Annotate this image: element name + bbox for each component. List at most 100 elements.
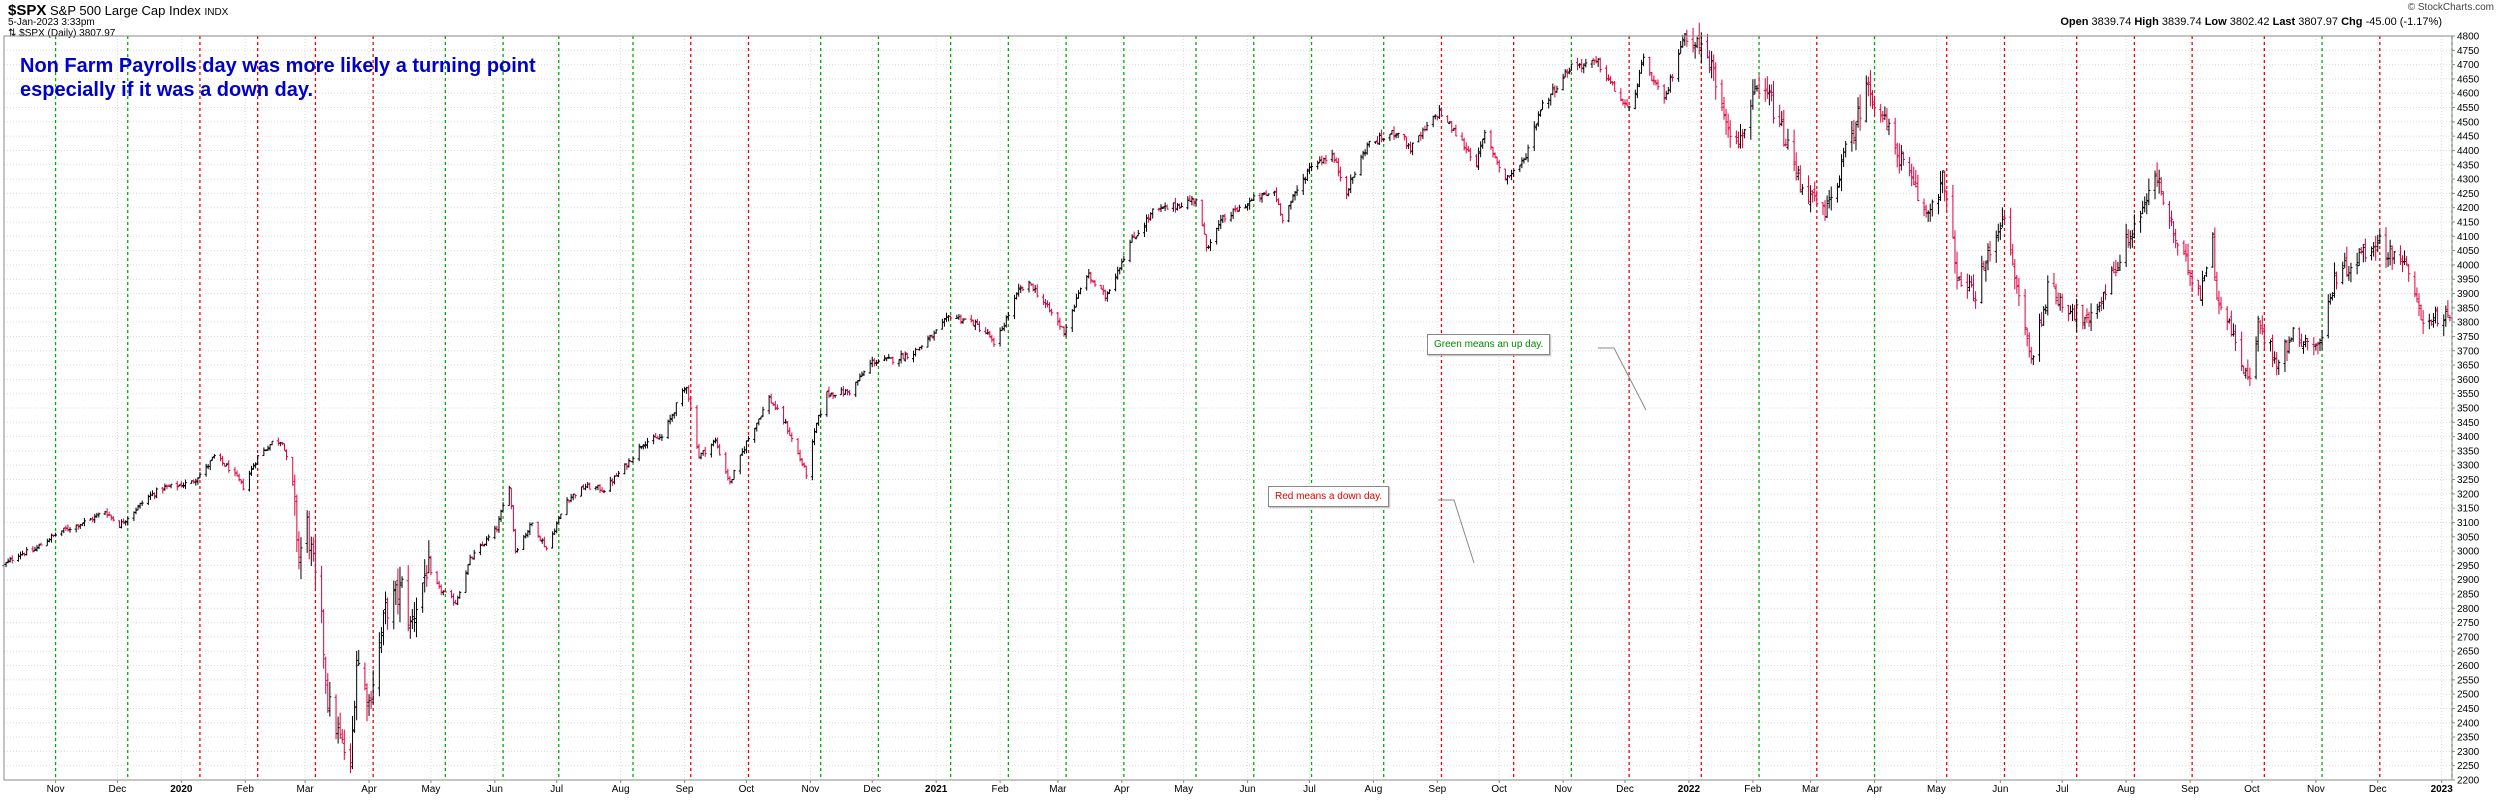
price-bar <box>468 554 472 566</box>
price-bar <box>1912 166 1916 186</box>
price-bar <box>1796 166 1800 181</box>
price-bar <box>1536 111 1540 127</box>
y-tick-label: 4400 <box>2457 146 2480 157</box>
price-bar <box>1338 166 1342 182</box>
x-tick-label: Dec <box>863 784 881 795</box>
y-tick-label: 3150 <box>2457 504 2480 515</box>
price-bar <box>421 582 425 613</box>
price-bar <box>1670 74 1674 82</box>
price-bar <box>1809 185 1813 213</box>
ohlc-readout: Open 3839.74 High 3839.74 Low 3802.42 La… <box>2060 16 2442 28</box>
price-bar <box>1780 111 1784 127</box>
y-tick-label: 2750 <box>2457 618 2480 629</box>
y-tick-label: 2300 <box>2457 747 2480 758</box>
price-bar <box>2448 315 2452 322</box>
price-bar <box>181 482 185 489</box>
price-bar <box>297 531 301 570</box>
price-bar <box>1301 173 1305 196</box>
price-bar <box>555 521 559 534</box>
grid <box>4 35 2452 781</box>
price-bar <box>1031 283 1035 292</box>
price-bar <box>1885 107 1889 131</box>
price-bar <box>1988 241 1992 262</box>
price-bar <box>435 571 439 585</box>
price-bar <box>1710 51 1714 79</box>
price-bar <box>990 334 994 343</box>
price-bar <box>645 437 649 449</box>
price-bar <box>1695 36 1699 49</box>
price-bar <box>2205 266 2209 277</box>
price-bar <box>2027 332 2031 358</box>
price-bar <box>282 443 286 451</box>
price-bar <box>2370 246 2374 261</box>
price-bar <box>2159 176 2163 196</box>
price-bar <box>1070 309 1074 332</box>
price-bars <box>2 22 2452 774</box>
price-bar <box>1087 268 1091 279</box>
price-bar <box>2431 312 2435 328</box>
price-bar <box>237 473 241 482</box>
price-bar <box>738 454 742 475</box>
price-bar <box>183 479 187 490</box>
price-bar <box>1590 59 1594 68</box>
price-bar <box>703 446 707 457</box>
price-bar <box>340 729 344 744</box>
price-bar <box>1324 154 1328 165</box>
price-bar <box>2376 234 2380 253</box>
y-tick-label: 2800 <box>2457 604 2480 615</box>
x-tick-label: Apr <box>361 784 377 795</box>
price-bar <box>342 729 346 760</box>
price-bar <box>905 352 909 360</box>
price-bar <box>683 386 687 393</box>
price-bar <box>1518 165 1522 173</box>
price-bar <box>410 609 414 629</box>
price-bar <box>2390 245 2394 270</box>
price-bar <box>2345 246 2349 277</box>
price-bar <box>456 595 460 606</box>
y-tick-label: 4200 <box>2457 203 2480 214</box>
price-bar <box>1128 239 1132 263</box>
price-bar <box>2256 315 2260 352</box>
price-bar <box>1561 73 1565 91</box>
price-bar <box>724 452 728 475</box>
price-bar <box>971 319 975 327</box>
price-bar <box>45 538 49 547</box>
price-bar <box>1475 154 1479 168</box>
price-bar <box>1984 260 1988 282</box>
price-bar <box>386 597 390 630</box>
price-bar <box>1376 135 1380 145</box>
price-bar <box>848 390 852 396</box>
y-tick-label: 3650 <box>2457 361 2480 372</box>
price-bar <box>21 550 25 556</box>
price-bar <box>1477 147 1481 170</box>
price-bar <box>1235 206 1239 213</box>
price-bar <box>249 465 253 476</box>
y-tick-label: 3200 <box>2457 489 2480 500</box>
price-bar <box>2114 259 2118 277</box>
price-bar <box>93 513 97 524</box>
price-bar <box>348 743 352 774</box>
price-bar <box>1004 315 1008 328</box>
price-bar <box>437 580 441 589</box>
price-bar <box>266 445 270 451</box>
price-bar <box>1462 137 1466 151</box>
price-bar <box>1132 231 1136 239</box>
price-bar <box>2357 248 2361 267</box>
price-bar <box>2170 210 2174 227</box>
price-bar <box>2075 298 2079 332</box>
price-bar <box>239 479 243 485</box>
price-bar <box>1204 234 1208 252</box>
price-bar <box>2326 294 2330 339</box>
price-bar <box>1722 97 1726 120</box>
price-bar <box>1520 157 1524 169</box>
headline-line1: Non Farm Payrolls day was more likely a … <box>20 55 536 77</box>
price-bar <box>868 359 872 374</box>
price-bar <box>2262 326 2266 349</box>
price-bar <box>2087 311 2091 327</box>
price-bar <box>1359 154 1363 176</box>
price-bar <box>1237 204 1241 212</box>
price-bar <box>167 484 171 487</box>
price-bar <box>1555 85 1559 93</box>
price-bar <box>841 386 845 397</box>
price-bar <box>1974 291 1978 309</box>
